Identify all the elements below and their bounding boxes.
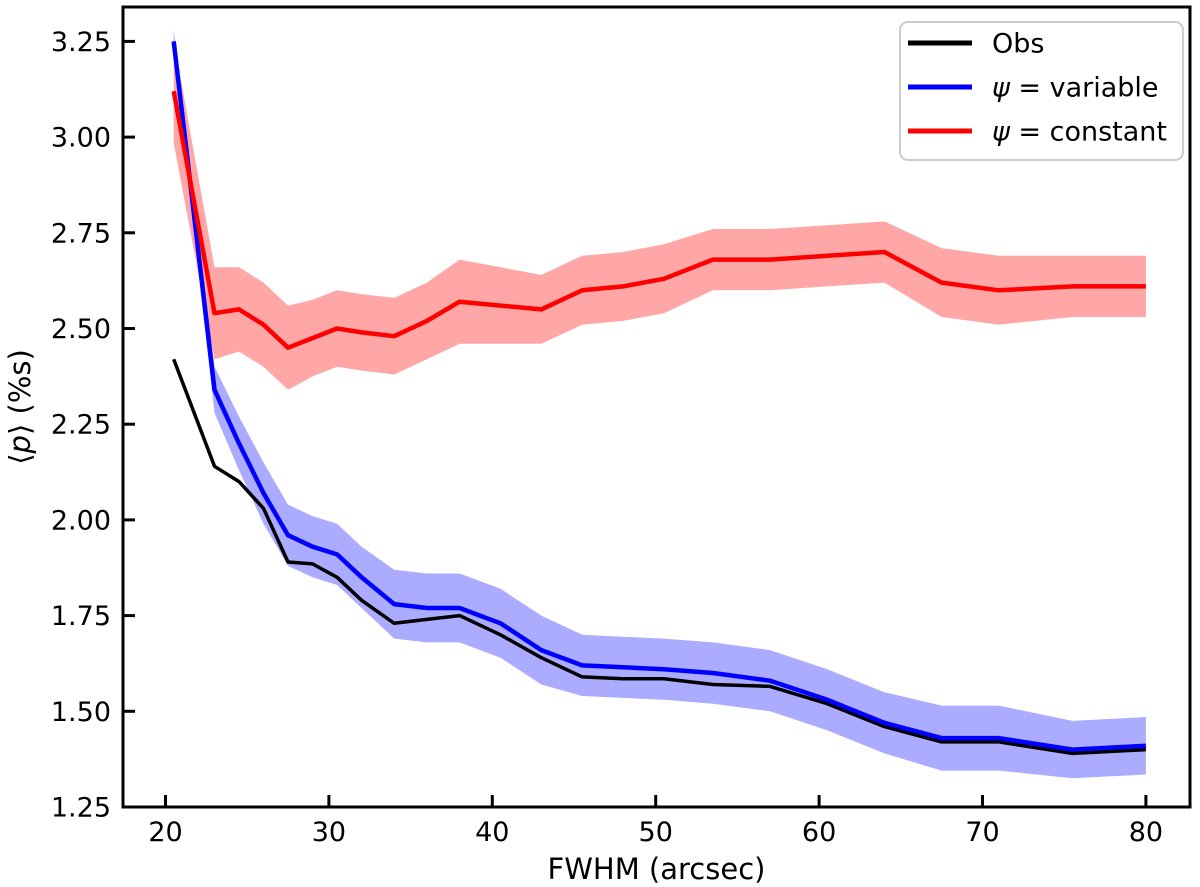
x-tick-label: 30 (312, 817, 346, 848)
legend-label: ψ = variable (992, 73, 1159, 104)
y-tick-label: 3.25 (51, 27, 111, 58)
x-tick-label: 70 (965, 817, 999, 848)
y-axis-ticks: 1.25 1.50 1.75 2.00 2.25 2.50 2.75 3.00 3.25 (51, 27, 135, 824)
y-tick-label: 1.75 (51, 601, 111, 632)
y-tick-label: 2.00 (51, 505, 111, 536)
x-tick-label: 40 (475, 817, 509, 848)
x-axis-ticks: 20 30 40 50 60 70 80 (148, 795, 1163, 848)
uncertainty-band-constant (173, 39, 1146, 390)
uncertainty-band-variable (173, 30, 1146, 779)
series-line-2 (171, 90, 1146, 350)
legend-label: ψ = constant (992, 117, 1167, 148)
y-tick-label: 2.75 (51, 218, 111, 249)
y-tick-label: 1.25 (51, 793, 111, 824)
x-axis-label: FWHM (arcsec) (548, 852, 766, 886)
x-tick-label: 50 (639, 817, 673, 848)
y-tick-label: 2.50 (51, 314, 111, 345)
series-line-1 (171, 41, 1147, 752)
legend-box (899, 21, 1184, 161)
y-axis-label: ⟨p⟩ (%s) (3, 349, 37, 465)
series-line-0 (172, 358, 1146, 756)
legend-label: Obs (992, 29, 1044, 60)
legend: Obs ψ = variable ψ = constant (899, 21, 1184, 161)
y-tick-label: 3.00 (51, 123, 111, 154)
x-tick-label: 60 (802, 817, 836, 848)
y-tick-label: 2.25 (51, 410, 111, 441)
x-tick-label: 20 (148, 817, 182, 848)
y-tick-label: 1.50 (51, 697, 111, 728)
x-tick-label: 80 (1129, 817, 1163, 848)
